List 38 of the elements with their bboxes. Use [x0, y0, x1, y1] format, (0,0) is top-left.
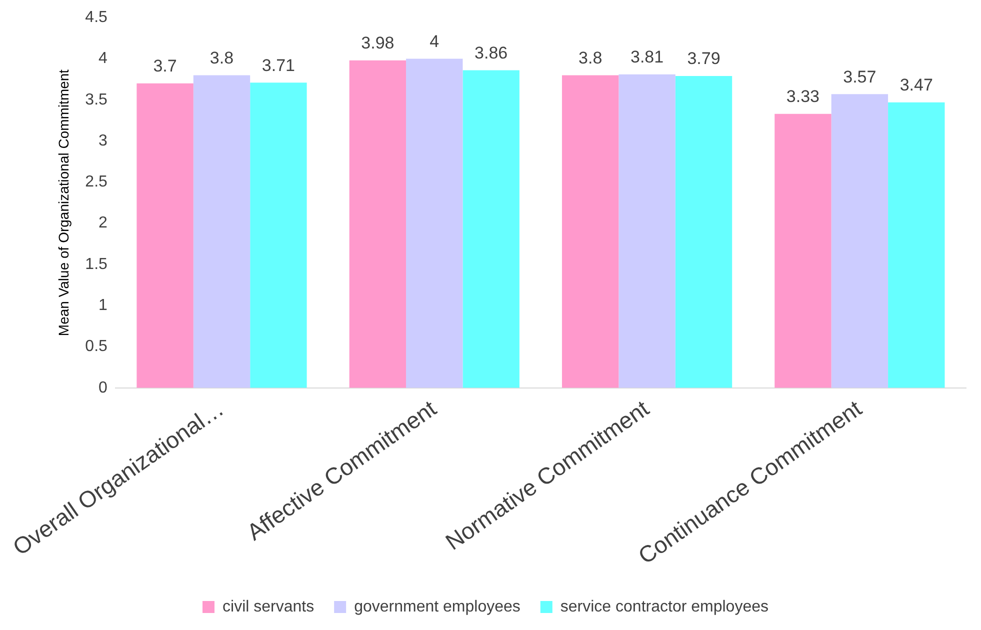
bar [406, 58, 463, 388]
y-tick-label: 0 [98, 379, 108, 396]
data-label: 4 [430, 32, 440, 51]
bar [774, 114, 832, 388]
data-label: 3.71 [262, 56, 295, 75]
y-tick-label: 3.5 [85, 91, 108, 108]
bar [618, 74, 676, 388]
y-tick-label: 1 [98, 297, 108, 314]
bar [136, 83, 194, 388]
data-label: 3.86 [474, 43, 508, 62]
y-axis-title: Mean Value of Organizational Commitment [56, 69, 72, 336]
bar [675, 76, 732, 388]
data-label: 3.7 [153, 56, 177, 76]
legend-label: civil servants [222, 598, 314, 616]
y-tick-label: 3 [98, 132, 108, 150]
data-label: 3.79 [687, 49, 720, 68]
bar [250, 82, 307, 388]
bar [562, 75, 619, 388]
bar [193, 75, 250, 388]
data-label: 3.47 [900, 76, 933, 95]
data-label: 3.57 [843, 67, 876, 86]
legend-label: government employees [354, 598, 520, 616]
y-tick-label: 0.5 [85, 338, 108, 356]
y-tick-label: 4 [98, 50, 108, 68]
y-tick-label: 4.5 [85, 9, 108, 26]
bar [349, 60, 406, 388]
data-label: 3.98 [361, 34, 394, 53]
y-tick-label: 2 [98, 214, 108, 232]
bar [831, 94, 888, 388]
data-label: 3.33 [786, 87, 820, 106]
bar [462, 70, 520, 388]
data-label: 3.8 [578, 48, 602, 68]
legend-label: service contractor employees [560, 598, 768, 616]
bar [888, 102, 945, 388]
y-tick-label: 2.5 [85, 174, 108, 191]
y-tick-label: 1.5 [85, 256, 108, 273]
data-label: 3.8 [210, 48, 234, 68]
data-label: 3.81 [630, 48, 664, 67]
